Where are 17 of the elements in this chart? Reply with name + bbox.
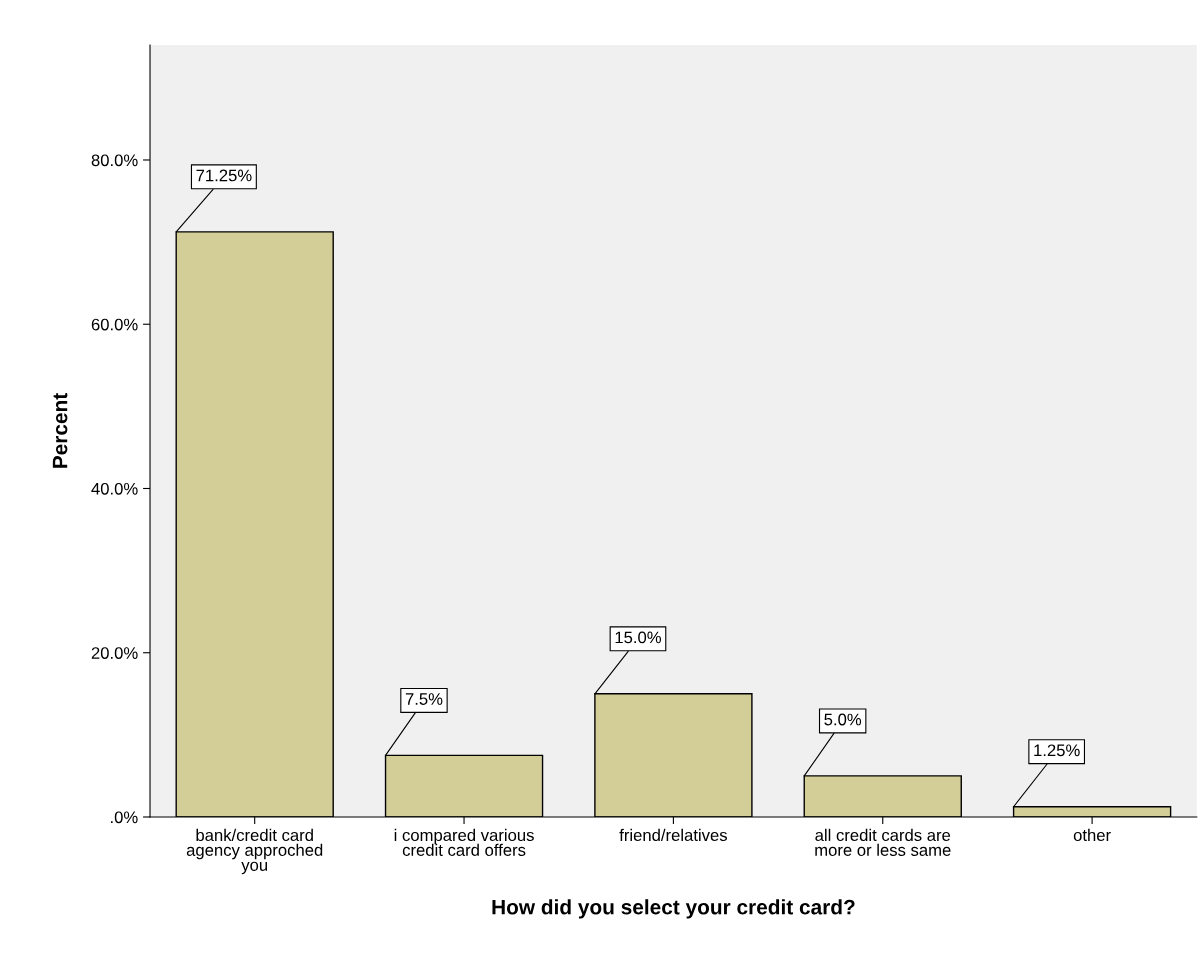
x-tick-label: i compared various credit card offers (394, 828, 534, 856)
y-axis-title: Percent (52, 393, 68, 468)
y-tick-label: .0% (111, 811, 138, 824)
data-label: 71.25% (196, 169, 252, 182)
y-tick-label: 20.0% (91, 647, 138, 659)
x-tick-label: all credit cards are more or less same (815, 828, 951, 856)
x-tick-label: bank/credit card agency approched you (186, 828, 323, 875)
x-tick-label: other (1073, 828, 1111, 842)
data-label: 5.0% (824, 713, 862, 726)
data-label: 7.5% (405, 693, 443, 705)
y-tick-label: 60.0% (91, 318, 138, 331)
x-axis-title: How did you select your credit card? (492, 899, 855, 919)
data-label: 1.25% (1034, 744, 1080, 757)
x-tick-label: friend/relatives (619, 828, 727, 842)
data-label: 15.0% (615, 631, 661, 644)
y-tick-label: 80.0% (91, 154, 138, 167)
y-tick-label: 40.0% (91, 482, 138, 495)
